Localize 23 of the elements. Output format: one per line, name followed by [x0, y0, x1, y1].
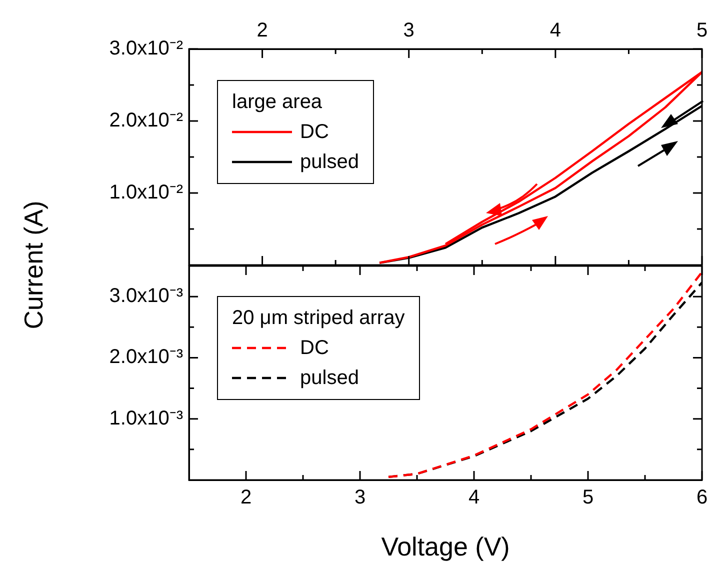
x-tick-label: 4: [550, 20, 561, 42]
legend-label: pulsed: [300, 366, 359, 391]
x-tick-label: 4: [468, 486, 480, 509]
x-tick-label: 3: [354, 486, 366, 509]
y-tick-label: 2.0x10⁻²: [109, 110, 184, 132]
x-tick-label: 2: [256, 20, 268, 42]
x-tick-label: 6: [696, 486, 708, 509]
y-tick-label: 2.0x10⁻³: [109, 346, 184, 368]
x-tick-label: 2: [240, 486, 252, 509]
y-tick-label: 1.0x10⁻²: [109, 182, 184, 204]
legend-title: large area: [232, 90, 324, 115]
legend-label: pulsed: [300, 150, 359, 175]
y-tick-label: 3.0x10⁻²: [109, 38, 184, 60]
y-tick-label: 1.0x10⁻³: [109, 407, 184, 430]
x-tick-label: 5: [582, 486, 594, 509]
y-tick-label: 3.0x10⁻³: [109, 285, 184, 308]
x-tick-label: 3: [403, 20, 414, 42]
y-axis-title: Current (A): [18, 200, 50, 330]
x-axis-title: Voltage (V): [381, 532, 510, 562]
legend-title: 20 μm striped array: [232, 306, 405, 331]
legend-label: DC: [300, 120, 329, 145]
x-tick-label: 5: [696, 20, 708, 42]
legend-label: DC: [300, 336, 329, 361]
